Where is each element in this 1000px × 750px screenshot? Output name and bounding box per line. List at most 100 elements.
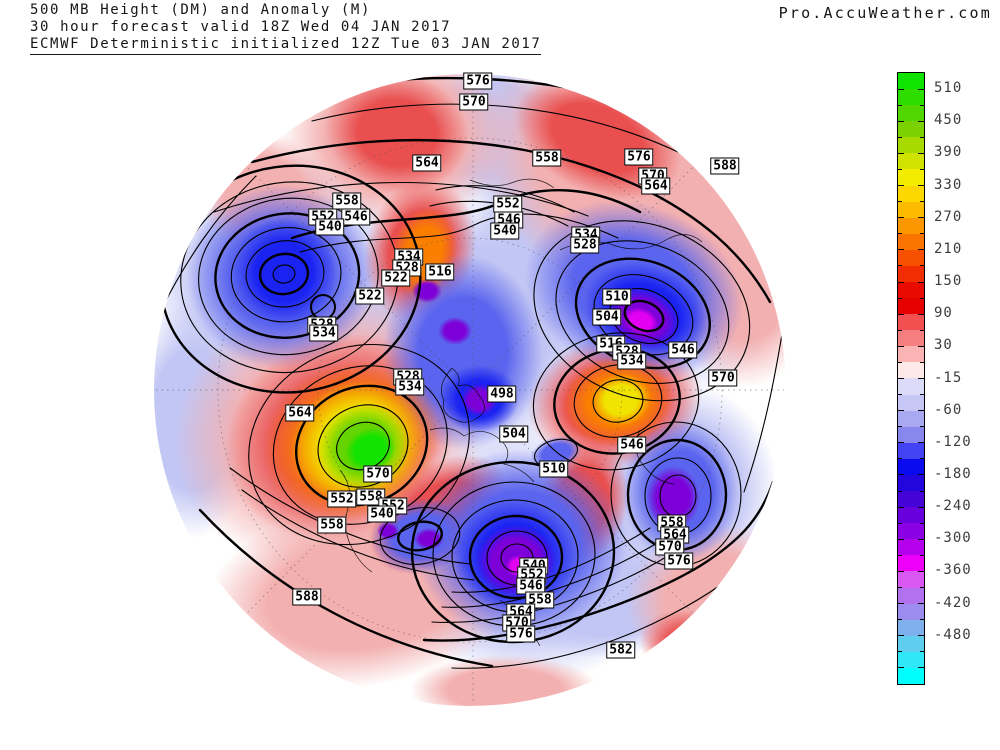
colorbar-label--360: -360 — [934, 562, 972, 579]
colorbar-tick — [898, 168, 902, 170]
colorbar-segment — [898, 442, 924, 459]
anomaly-shading — [154, 74, 786, 706]
colorbar-segment — [898, 362, 924, 379]
colorbar-tick — [920, 522, 924, 524]
colorbar-tick — [920, 490, 924, 492]
colorbar-segment — [898, 249, 924, 266]
colorbar-tick — [898, 442, 904, 444]
colorbar-tick — [898, 345, 904, 347]
colorbar-tick — [898, 185, 904, 187]
colorbar-tick — [898, 265, 902, 267]
colorbar-segment — [898, 587, 924, 604]
colorbar-tick — [898, 249, 904, 251]
colorbar-tick — [898, 394, 902, 396]
colorbar-tick — [918, 313, 924, 315]
colorbar-tick — [918, 570, 924, 572]
colorbar-label-450: 450 — [934, 112, 963, 129]
colorbar-tick — [918, 603, 924, 605]
colorbar-label--420: -420 — [934, 594, 972, 611]
colorbar-tick — [898, 522, 902, 524]
colorbar-segment — [898, 73, 924, 90]
colorbar-tick — [898, 297, 902, 299]
colorbar-tick — [920, 361, 924, 363]
colorbar-segment — [898, 137, 924, 154]
colorbar-tick — [898, 378, 904, 379]
colorbar-tick — [918, 88, 924, 90]
colorbar-label-330: 330 — [934, 176, 963, 193]
colorbar-tick — [920, 168, 924, 170]
colorbar-segment — [898, 346, 924, 363]
colorbar-tick-labels: 510 450 390 330 270 210 150 90 30 -15 -60 -120 -180 -… — [934, 72, 994, 683]
colorbar-segment — [898, 105, 924, 122]
colorbar-tick — [898, 152, 904, 154]
colorbar-tick — [918, 410, 924, 412]
colorbar-tick — [898, 104, 902, 106]
colorbar-tick — [920, 201, 924, 203]
colorbar-tick — [918, 442, 924, 444]
colorbar-tick — [898, 88, 904, 90]
colorbar-tick — [898, 233, 902, 235]
colorbar-bar — [897, 72, 925, 685]
colorbar-tick — [918, 474, 924, 476]
colorbar-tick — [898, 506, 904, 508]
title-line-2: 30 hour forecast valid 18Z Wed 04 JAN 20… — [30, 19, 452, 35]
colorbar-tick — [920, 104, 924, 106]
colorbar-segment — [898, 298, 924, 315]
colorbar-segment — [898, 201, 924, 218]
colorbar-segment — [898, 619, 924, 636]
colorbar-tick — [918, 635, 924, 637]
colorbar-tick — [920, 265, 924, 267]
colorbar-tick — [898, 587, 902, 589]
colorbar-label-150: 150 — [934, 273, 963, 290]
colorbar-segment — [898, 330, 924, 347]
colorbar-segment — [898, 282, 924, 299]
title-line-1: 500 MB Height (DM) and Anomaly (M) — [30, 2, 371, 18]
colorbar-label--300: -300 — [934, 530, 972, 547]
colorbar-segment — [898, 153, 924, 170]
colorbar-tick — [920, 329, 924, 331]
colorbar-tick — [920, 394, 924, 396]
colorbar-tick — [898, 538, 904, 540]
colorbar-segment — [898, 89, 924, 106]
colorbar-tick — [920, 297, 924, 299]
colorbar-segment — [898, 217, 924, 234]
colorbar-tick — [920, 554, 924, 556]
colorbar-segment — [898, 491, 924, 508]
colorbar-tick — [898, 667, 904, 669]
colorbar-label--60: -60 — [934, 401, 963, 418]
colorbar-segment — [898, 667, 924, 684]
colorbar-tick — [918, 538, 924, 540]
colorbar-tick — [898, 329, 902, 331]
colorbar-segment — [898, 378, 924, 395]
colorbar-segments — [898, 73, 924, 684]
colorbar-segment — [898, 121, 924, 138]
colorbar-tick — [898, 313, 904, 315]
chart-title-block: 500 MB Height (DM) and Anomaly (M) 30 ho… — [30, 2, 542, 55]
colorbar-segment — [898, 555, 924, 572]
colorbar-tick — [918, 345, 924, 347]
colorbar-tick — [898, 201, 902, 203]
colorbar-segment — [898, 507, 924, 524]
colorbar-tick — [918, 281, 924, 283]
colorbar-segment — [898, 635, 924, 652]
colorbar-tick — [920, 619, 924, 621]
colorbar-tick — [898, 217, 904, 219]
colorbar-tick — [898, 474, 904, 476]
colorbar-tick — [920, 651, 924, 653]
colorbar-segment — [898, 394, 924, 411]
colorbar-tick — [898, 281, 904, 283]
colorbar-segment — [898, 169, 924, 186]
colorbar-label--180: -180 — [934, 465, 972, 482]
colorbar-tick — [920, 587, 924, 589]
colorbar-segment — [898, 571, 924, 588]
colorbar-segment — [898, 458, 924, 475]
colorbar-tick — [898, 490, 902, 492]
colorbar-tick — [920, 136, 924, 138]
colorbar-tick — [898, 554, 902, 556]
title-line-3: ECMWF Deterministic initialized 12Z Tue … — [30, 36, 542, 55]
colorbar-tick — [898, 120, 904, 122]
colorbar-segment — [898, 603, 924, 620]
colorbar-label--240: -240 — [934, 498, 972, 515]
colorbar-tick — [918, 378, 924, 379]
